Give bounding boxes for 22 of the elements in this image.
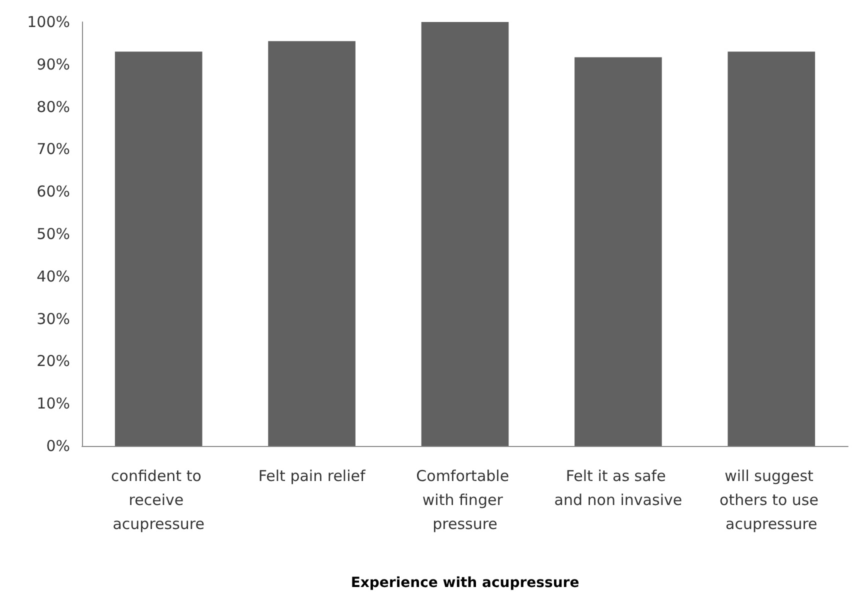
bar bbox=[268, 41, 356, 446]
y-tick-label: 30% bbox=[36, 310, 70, 328]
x-tick-label: Felt it as safe and non invasive bbox=[554, 467, 682, 509]
x-axis-title: Experience with acupressure bbox=[350, 575, 580, 591]
bar bbox=[421, 22, 509, 446]
y-tick-label: 10% bbox=[36, 394, 70, 413]
y-tick-label: 80% bbox=[36, 98, 70, 116]
y-tick-label: 50% bbox=[36, 225, 70, 243]
bar bbox=[728, 52, 816, 446]
y-tick-label: 0% bbox=[46, 437, 70, 455]
y-tick-label: 20% bbox=[36, 352, 70, 370]
y-tick-label: 90% bbox=[36, 55, 70, 74]
x-tick-label: Comfortable with finger pressure bbox=[416, 467, 514, 533]
x-tick-label: Felt pain relief bbox=[258, 467, 366, 485]
y-tick-label: 100% bbox=[27, 13, 70, 31]
y-tick-label: 40% bbox=[36, 267, 70, 286]
y-tick-label: 70% bbox=[36, 140, 70, 158]
y-tick-label: 60% bbox=[36, 182, 70, 201]
x-tick-label: confident to receive acupressure bbox=[111, 467, 206, 533]
bar bbox=[114, 52, 202, 446]
bar bbox=[574, 57, 662, 446]
x-tick-label: will suggest others to use acupressure bbox=[720, 467, 824, 533]
